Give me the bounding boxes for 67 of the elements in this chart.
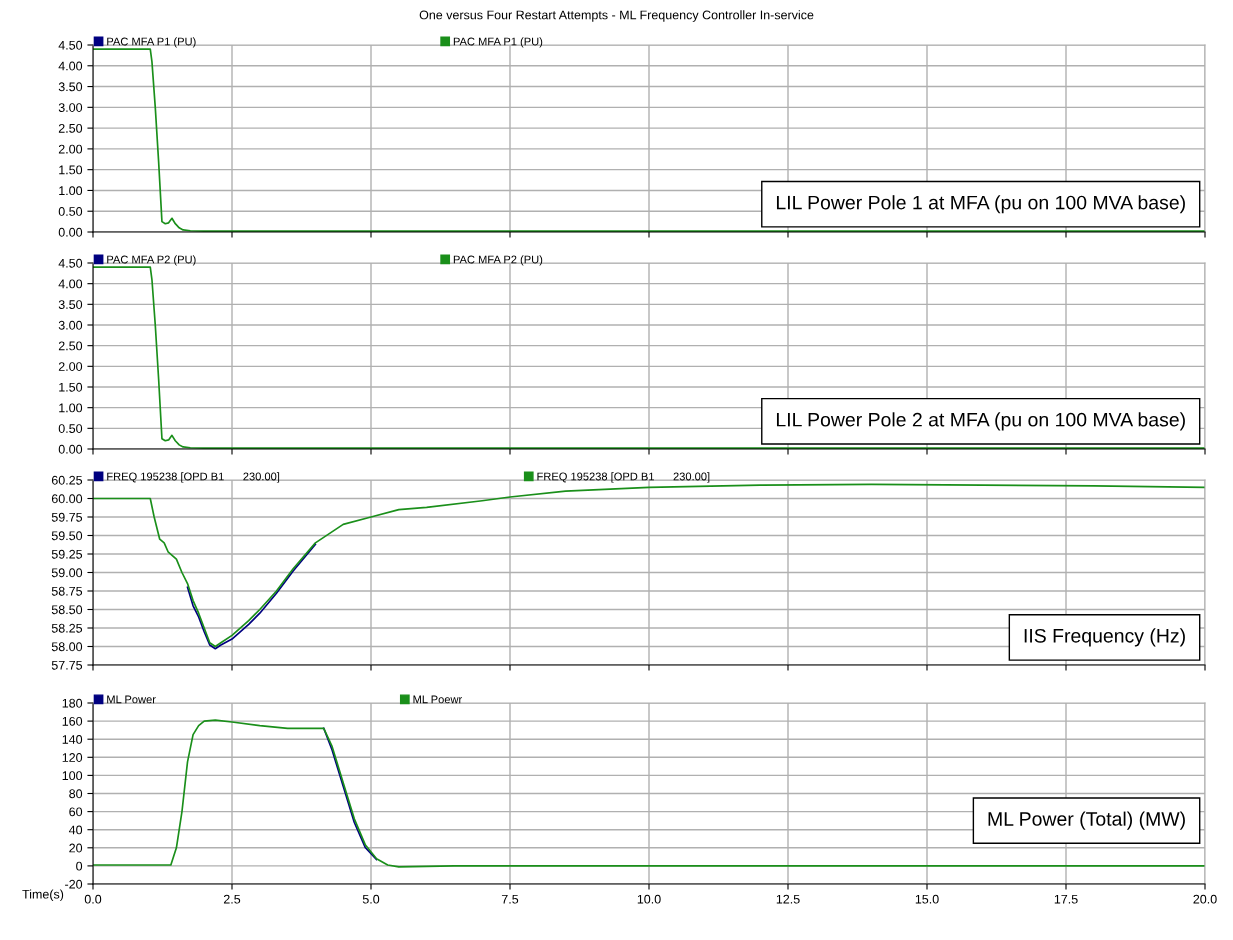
legend-label: PAC MFA P1 (PU) bbox=[107, 37, 196, 48]
x-tick-label: 5.0 bbox=[362, 894, 380, 904]
y-tick-label: 60.00 bbox=[51, 494, 83, 504]
y-tick-label: 58.50 bbox=[51, 605, 83, 615]
x-tick-label: 7.5 bbox=[501, 894, 519, 904]
x-tick-label: 12.5 bbox=[776, 894, 800, 904]
x-axis-title: Time(s) bbox=[22, 889, 64, 902]
legend-label: PAC MFA P2 (PU) bbox=[453, 255, 543, 266]
line-series bbox=[93, 719, 1205, 868]
y-tick-label: 58.75 bbox=[51, 586, 83, 596]
x-tick-label: 15.0 bbox=[915, 894, 939, 904]
annotation: ML Power (Total) (MW) bbox=[988, 811, 1185, 830]
y-tick-label: 58.00 bbox=[51, 642, 83, 652]
y-tick-label: 1.50 bbox=[59, 382, 83, 392]
y-tick-label: 59.50 bbox=[51, 531, 83, 541]
y-tick-label: 20 bbox=[69, 843, 83, 853]
y-tick-label: 180 bbox=[62, 698, 83, 708]
y-tick-label: 4.00 bbox=[58, 61, 83, 71]
y-tick-label: 60 bbox=[69, 807, 83, 817]
y-tick-label: 2.50 bbox=[58, 341, 83, 351]
chart-title: One versus Four Restart Attempts - ML Frequency Controller In-service bbox=[419, 10, 814, 22]
legend-label: FREQ 195238 [OPD B1 230.00] bbox=[107, 472, 280, 483]
y-tick-label: 1.00 bbox=[59, 186, 83, 196]
y-tick-label: 160 bbox=[62, 716, 83, 726]
x-tick-label: 0.0 bbox=[84, 894, 102, 904]
y-tick-label: 0.00 bbox=[58, 444, 83, 454]
x-tick-label: 2.5 bbox=[223, 894, 241, 904]
y-tick-label: 80 bbox=[69, 789, 83, 799]
y-tick-label: 120 bbox=[62, 753, 83, 762]
legend-label: ML Power bbox=[107, 695, 156, 704]
line-series bbox=[186, 543, 317, 650]
y-tick-label: 57.75 bbox=[51, 660, 83, 670]
y-tick-label: 2.00 bbox=[58, 144, 83, 154]
annotation: LIL Power Pole 2 at MFA (pu on 100 MVA base) bbox=[776, 412, 1185, 431]
y-tick-label: 60.25 bbox=[51, 475, 83, 485]
y-tick-label: 58.25 bbox=[51, 623, 83, 633]
y-tick-label: -20 bbox=[65, 879, 83, 889]
y-tick-label: 3.50 bbox=[58, 82, 83, 92]
x-tick-label: 17.5 bbox=[1054, 894, 1078, 904]
y-tick-label: 2.00 bbox=[58, 362, 83, 371]
y-tick-label: 140 bbox=[62, 735, 83, 744]
x-tick-label: 20.0 bbox=[1193, 894, 1217, 904]
x-tick-label: 10.0 bbox=[637, 894, 661, 904]
y-tick-label: 1.00 bbox=[59, 403, 83, 413]
y-tick-label: 4.00 bbox=[58, 279, 83, 289]
y-tick-label: 3.00 bbox=[58, 320, 83, 330]
y-tick-label: 59.25 bbox=[51, 549, 83, 559]
legend-label: PAC MFA P2 (PU) bbox=[107, 255, 196, 266]
y-tick-label: 0.50 bbox=[58, 207, 83, 216]
legend-label: ML Poewr bbox=[413, 695, 463, 704]
legend-label: PAC MFA P1 (PU) bbox=[453, 37, 543, 48]
y-tick-label: 1.50 bbox=[59, 165, 83, 175]
y-tick-label: 59.00 bbox=[51, 568, 83, 578]
y-tick-label: 2.50 bbox=[58, 123, 83, 133]
y-tick-label: 0.50 bbox=[58, 424, 83, 433]
y-tick-label: 0 bbox=[76, 861, 83, 871]
y-tick-label: 59.75 bbox=[51, 512, 83, 522]
y-tick-label: 3.50 bbox=[58, 300, 83, 309]
annotation: LIL Power Pole 1 at MFA (pu on 100 MVA base) bbox=[776, 195, 1185, 214]
y-tick-label: 0.00 bbox=[58, 227, 83, 237]
y-tick-label: 40 bbox=[68, 825, 83, 835]
y-tick-label: 4.50 bbox=[58, 258, 83, 268]
y-tick-label: 4.50 bbox=[58, 40, 83, 50]
legend-label: FREQ 195238 [OPD B1 230.00] bbox=[537, 472, 710, 483]
annotation: IIS Frequency (Hz) bbox=[1024, 628, 1185, 647]
y-tick-label: 100 bbox=[62, 771, 83, 781]
y-tick-label: 3.00 bbox=[58, 103, 83, 112]
